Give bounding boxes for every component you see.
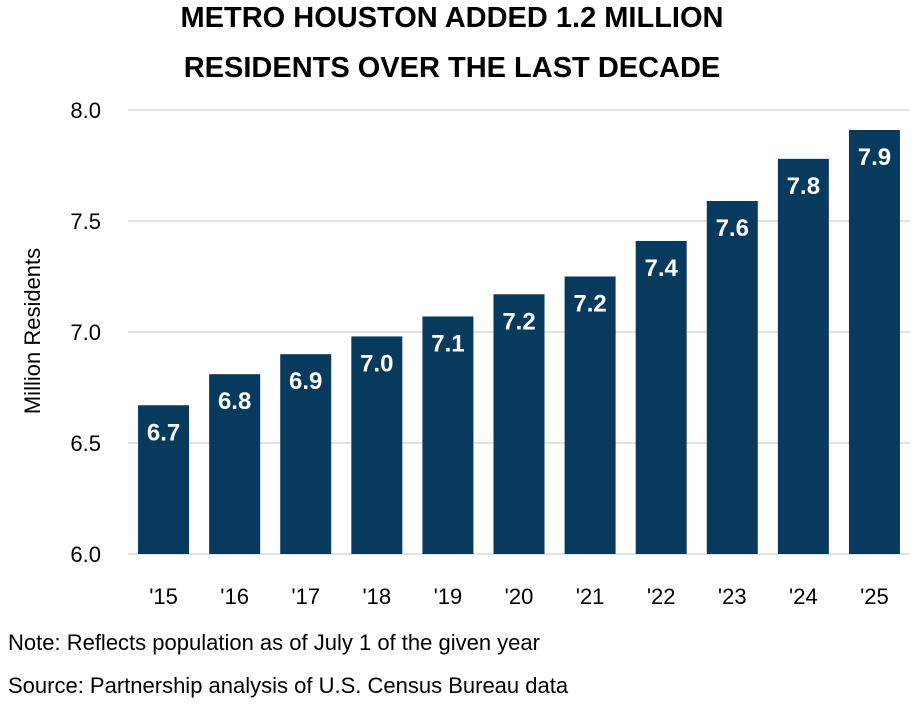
bar — [635, 240, 687, 555]
bar — [493, 294, 545, 554]
bar — [138, 405, 190, 554]
bar — [848, 129, 900, 555]
y-tick-label: 8.0 — [70, 98, 101, 123]
y-tick-labels: 6.0 6.5 7.0 7.5 8.0 — [70, 98, 101, 567]
x-tick-label: '18 — [362, 584, 391, 609]
bar-value-label: 6.8 — [218, 388, 251, 415]
x-tick-label: '22 — [647, 584, 676, 609]
bar-value-label: 7.6 — [716, 215, 749, 242]
bar-value-label: 7.9 — [858, 144, 891, 171]
bar-value-label: 7.0 — [360, 350, 393, 377]
x-tick-label: '17 — [291, 584, 320, 609]
bar-value-label: 7.4 — [644, 255, 678, 282]
x-tick-label: '25 — [860, 584, 889, 609]
x-tick-label: '23 — [718, 584, 747, 609]
x-tick-label: '19 — [434, 584, 463, 609]
chart-title-line-2: RESIDENTS OVER THE LAST DECADE — [184, 52, 721, 84]
bar-value-label: 7.1 — [431, 330, 464, 357]
bar — [564, 276, 616, 554]
bar — [422, 316, 474, 554]
y-tick-label: 7.5 — [70, 209, 101, 234]
y-axis-label: Million Residents — [20, 248, 45, 414]
x-tick-label: '21 — [576, 584, 605, 609]
bar-value-label: 7.2 — [502, 308, 535, 335]
bars — [138, 129, 900, 555]
y-tick-label: 6.5 — [70, 431, 101, 456]
x-tick-label: '16 — [220, 584, 249, 609]
bar-value-label: 7.2 — [573, 291, 606, 318]
data-labels: 6.7 6.8 6.9 7.0 7.1 7.2 7.2 7.4 7.6 7.8 7.9 — [147, 144, 891, 446]
bar-value-label: 6.7 — [147, 419, 180, 446]
x-tick-labels: '15 '16 '17 '18 '19 '20 '21 '22 '23 '24 '25 — [149, 584, 889, 609]
chart-note: Note: Reflects population as of July 1 o… — [8, 630, 540, 655]
x-tick-label: '24 — [789, 584, 818, 609]
bar-value-label: 7.8 — [787, 173, 820, 200]
bar — [706, 201, 758, 554]
chart-title-line-1: METRO HOUSTON ADDED 1.2 MILLION — [181, 2, 724, 34]
bar — [777, 158, 829, 554]
bar — [351, 336, 403, 554]
bar-value-label: 6.9 — [289, 368, 322, 395]
y-tick-label: 7.0 — [70, 320, 101, 345]
bar — [209, 374, 261, 554]
x-tick-label: '20 — [505, 584, 534, 609]
bar — [280, 354, 332, 554]
y-tick-label: 6.0 — [70, 542, 101, 567]
chart-source: Source: Partnership analysis of U.S. Cen… — [8, 673, 569, 698]
x-tick-label: '15 — [149, 584, 178, 609]
